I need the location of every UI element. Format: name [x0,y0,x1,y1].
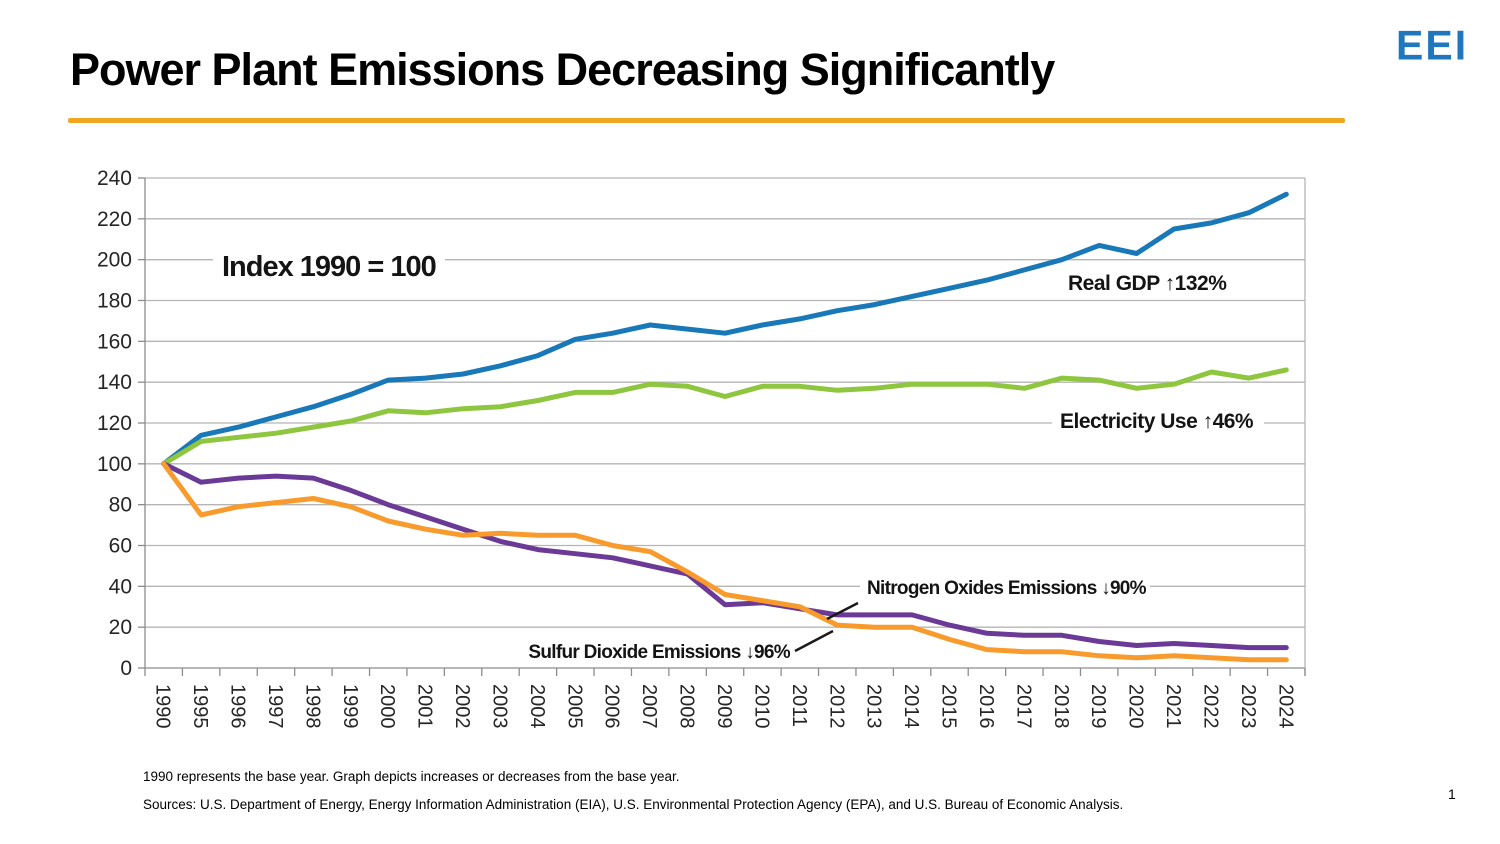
x-tick-label: 1999 [339,684,361,729]
base-year-note: 1990 represents the base year. Graph dep… [143,769,680,784]
x-tick-label: 2002 [451,684,473,729]
nox-label: Nitrogen Oxides Emissions ↓90% [826,572,1150,621]
y-tick-label: 160 [97,330,132,353]
x-tick-label: 2011 [788,684,810,727]
x-tick-label: 2003 [488,684,510,729]
x-tick-label: 2024 [1274,684,1296,729]
real-gdp-label: Real GDP ↑132% [1068,272,1228,295]
nox-label-bg [860,572,1150,600]
y-tick-label: 240 [97,167,132,190]
eei-logo: EEI [1396,21,1469,69]
x-tick-label: 2004 [526,684,548,729]
x-tick-label: 2020 [1125,684,1147,729]
x-tick-label: 1997 [264,684,286,729]
axes [138,177,1306,676]
y-tick-label: 60 [109,535,132,558]
x-tick-label: 1998 [301,684,323,729]
x-tick-label: 2008 [676,684,698,729]
y-tick-label: 180 [97,290,132,313]
x-tick-label: 1996 [227,684,249,729]
x-tick-label: 2006 [601,684,623,729]
y-tick-label: 200 [97,249,132,272]
x-tick-label: 2012 [825,684,847,729]
y-tick-label: 220 [97,208,132,231]
x-tick-label: 2007 [638,684,660,729]
so2-leader-line [794,629,834,653]
chart-line-electricity-use [161,367,1289,467]
index-note: Index 1990 = 100 [213,245,445,283]
y-tick-label: 120 [97,412,132,435]
x-tick-label: 1995 [189,684,211,729]
x-tick-label: 2016 [975,684,997,729]
x-axis-labels: 1990 1995 1996 1997 1998 1999 2000 2001 2002 2003… [152,684,1297,729]
sources-note: Sources: U.S. Department of Energy, Ener… [143,797,1124,812]
x-tick-label: 2018 [1050,684,1072,729]
nox-label-text: Nitrogen Oxides Emissions ↓90% [867,578,1147,599]
y-tick-label: 80 [109,494,132,517]
title-underline [68,118,1345,123]
x-tick-label: 2021 [1162,684,1184,729]
nox-leader-line [826,601,859,621]
chart-line-sulfur-dioxide-emissions [161,461,1289,663]
so2-label-bg [545,637,800,664]
x-tick-label: 2015 [938,684,960,729]
page-title: Power Plant Emissions Decreasing Signifi… [70,44,1055,95]
y-axis-labels: 0 20 40 60 80 100 120 140 160 180 200 220 240 [97,167,132,680]
x-tick-label: 2001 [414,684,436,729]
so2-label: Sulfur Dioxide Emissions ↓96% [528,629,834,664]
x-tick-label: 2022 [1199,684,1221,729]
x-tick-label: 2017 [1012,684,1034,729]
y-tick-label: 0 [120,657,132,680]
chart-line-nitrogen-oxides-emissions [161,461,1289,651]
y-tick-label: 40 [109,575,132,598]
y-tick-label: 20 [109,616,132,639]
x-tick-label: 1990 [152,684,174,729]
x-tick-label: 2005 [563,684,585,729]
series-lines [161,191,1289,663]
x-tick-label: 2013 [863,684,885,729]
y-tick-label: 100 [97,453,132,476]
so2-label-text: Sulfur Dioxide Emissions ↓96% [528,642,790,663]
real-gdp-label-text: Real GDP ↑132% [1068,272,1227,295]
index-note-bg [213,245,445,283]
x-tick-label: 2014 [900,684,922,729]
x-tick-label: 2023 [1237,684,1259,729]
index-note-text: Index 1990 = 100 [222,251,436,283]
electricity-use-label-bg [1052,406,1264,434]
chart-line-real-gdp [161,191,1289,467]
x-tick-label: 2000 [376,684,398,729]
electricity-use-label-text: Electricity Use ↑46% [1060,410,1254,433]
x-tick-label: 2010 [750,684,772,729]
electricity-use-label: Electricity Use ↑46% [1052,406,1264,434]
x-tick-label: 2009 [713,684,735,729]
page-number: 1 [1448,786,1456,802]
x-tick-label: 2019 [1087,684,1109,729]
y-tick-label: 140 [97,371,132,394]
